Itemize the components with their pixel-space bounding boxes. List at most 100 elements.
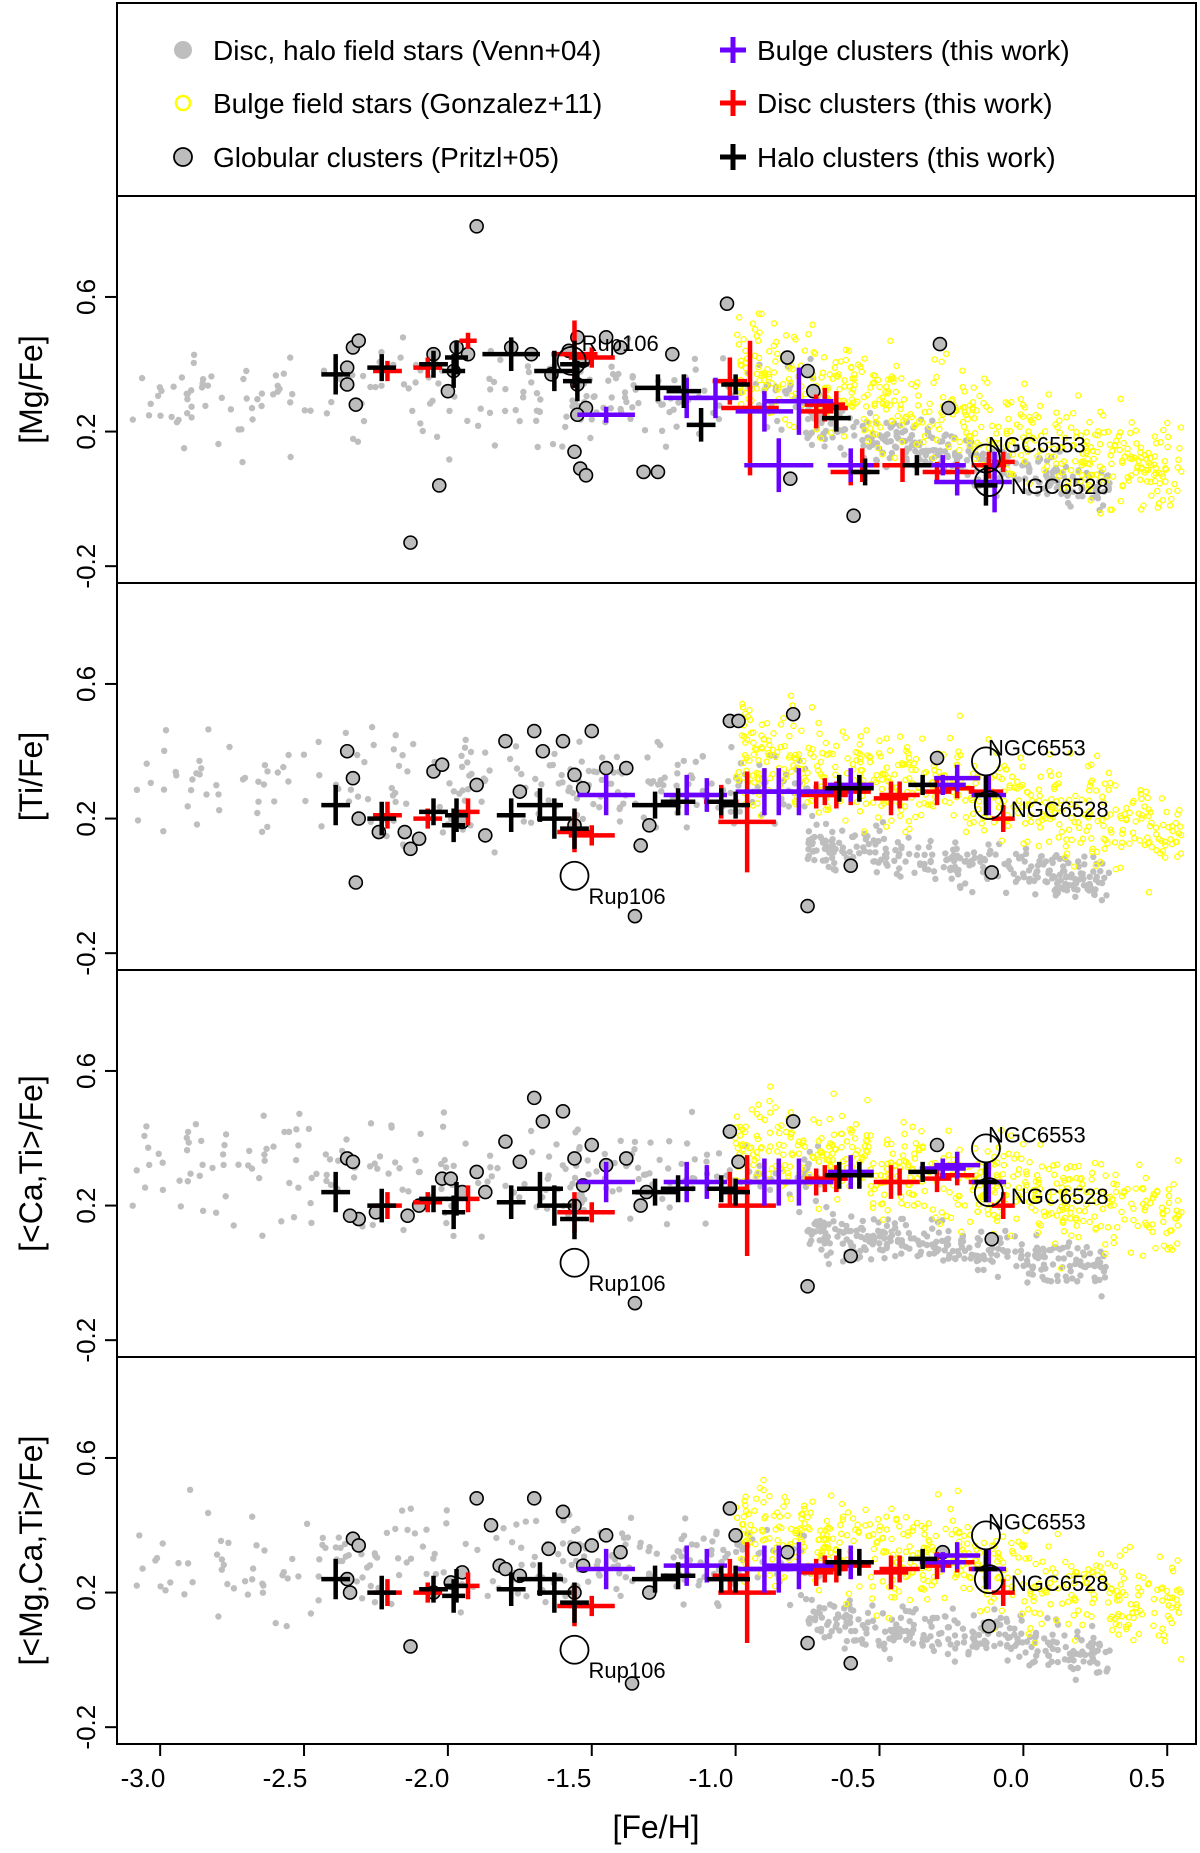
gonzalez-star xyxy=(766,1572,774,1579)
venn-star xyxy=(872,1624,879,1631)
venn-star xyxy=(1044,1277,1051,1284)
globular-cluster-point xyxy=(348,397,364,412)
gonzalez-star xyxy=(853,757,860,764)
gonzalez-star xyxy=(764,365,771,373)
venn-star xyxy=(585,1171,592,1178)
halo-cluster-cross xyxy=(367,801,397,836)
gonzalez-star xyxy=(1135,810,1142,817)
venn-star xyxy=(478,798,485,805)
gonzalez-star xyxy=(1050,1162,1057,1169)
globular-cluster-point xyxy=(929,750,945,766)
gonzalez-star xyxy=(746,706,753,714)
gonzalez-star xyxy=(1166,1594,1174,1602)
venn-star xyxy=(392,798,399,806)
gonzalez-star xyxy=(798,1510,805,1518)
gonzalez-star xyxy=(745,1531,753,1538)
halo-cluster-cross xyxy=(537,1185,572,1226)
globular-cluster-point xyxy=(483,1517,499,1533)
gonzalez-star xyxy=(1041,799,1049,806)
venn-star xyxy=(636,1543,643,1551)
gonzalez-star xyxy=(1158,795,1166,802)
globular-cluster-point xyxy=(351,333,366,349)
disc-cluster-cross xyxy=(413,357,443,378)
venn-star xyxy=(1054,1277,1062,1285)
venn-star xyxy=(170,383,177,390)
gonzalez-star xyxy=(766,741,773,749)
gonzalez-star xyxy=(1121,1216,1128,1223)
venn-star xyxy=(808,841,816,848)
venn-star xyxy=(599,754,606,761)
venn-star xyxy=(568,1561,575,1569)
venn-star xyxy=(1079,1249,1087,1256)
globular-cluster-point xyxy=(469,218,484,234)
gonzalez-star xyxy=(798,1515,805,1522)
venn-star xyxy=(423,1526,430,1533)
venn-star xyxy=(284,1575,291,1582)
venn-star xyxy=(513,765,521,772)
venn-star xyxy=(883,419,890,426)
gonzalez-star xyxy=(1024,448,1031,455)
venn-star xyxy=(474,1546,481,1554)
gonzalez-star xyxy=(1004,1574,1011,1582)
gonzalez-star xyxy=(753,1154,761,1162)
venn-star xyxy=(173,419,181,426)
gonzalez-star xyxy=(1053,1161,1061,1168)
venn-star xyxy=(1066,1650,1074,1657)
x-axis: -3.0 -2.5 -2.0 -1.5 -1.0 -0.5 0.0 0.5 [F… xyxy=(121,1744,1169,1845)
venn-star xyxy=(691,1156,698,1163)
venn-star xyxy=(821,1240,828,1247)
gonzalez-star xyxy=(878,802,885,809)
venn-star xyxy=(359,1574,366,1581)
venn-star xyxy=(688,1541,696,1548)
venn-star xyxy=(328,398,335,406)
gonzalez-star xyxy=(962,828,970,836)
halo-cluster-cross xyxy=(496,1572,526,1607)
gonzalez-star xyxy=(800,1137,807,1145)
gonzalez-star xyxy=(1075,1607,1082,1614)
venn-star xyxy=(897,873,904,880)
globular-cluster-point xyxy=(345,770,361,786)
venn-star xyxy=(1050,873,1057,880)
venn-star xyxy=(996,840,1003,848)
venn-star xyxy=(272,372,280,379)
venn-star xyxy=(189,776,196,783)
gonzalez-star xyxy=(872,418,879,426)
gonzalez-star xyxy=(922,768,930,776)
venn-star xyxy=(644,754,651,761)
venn-star xyxy=(864,1232,871,1240)
venn-star xyxy=(786,1601,794,1609)
venn-star xyxy=(446,407,453,415)
gonzalez-star xyxy=(742,739,749,746)
gonzalez-star xyxy=(767,1109,774,1116)
gonzalez-star xyxy=(878,451,886,458)
gonzalez-star xyxy=(1097,510,1104,517)
gonzalez-star xyxy=(1151,1609,1158,1617)
venn-star xyxy=(1005,862,1012,870)
gonzalez-star xyxy=(802,777,810,784)
gonzalez-star xyxy=(1116,446,1124,454)
gonzalez-star xyxy=(815,719,822,727)
gonzalez-star xyxy=(1078,472,1086,479)
gonzalez-star xyxy=(1083,429,1090,436)
venn-star xyxy=(508,1539,516,1546)
venn-star xyxy=(184,803,191,810)
gonzalez-star xyxy=(898,1199,905,1207)
gonzalez-star xyxy=(785,754,793,761)
gonzalez-star xyxy=(1022,437,1029,444)
venn-star xyxy=(892,846,899,854)
gonzalez-star xyxy=(893,362,900,370)
gonzalez-star xyxy=(867,425,874,432)
venn-star xyxy=(226,743,233,751)
venn-star xyxy=(183,1147,191,1154)
gonzalez-star xyxy=(770,1512,778,1519)
gonzalez-star xyxy=(1079,1621,1086,1629)
gonzalez-star xyxy=(838,1143,845,1151)
gonzalez-star xyxy=(800,1502,808,1510)
gonzalez-star xyxy=(1005,1150,1012,1158)
gonzalez-star xyxy=(1155,500,1163,507)
gonzalez-star xyxy=(1139,1200,1147,1208)
halo-cluster-cross xyxy=(634,374,681,402)
gonzalez-star xyxy=(1068,1563,1075,1570)
venn-star xyxy=(404,1526,411,1534)
venn-star xyxy=(208,373,215,380)
